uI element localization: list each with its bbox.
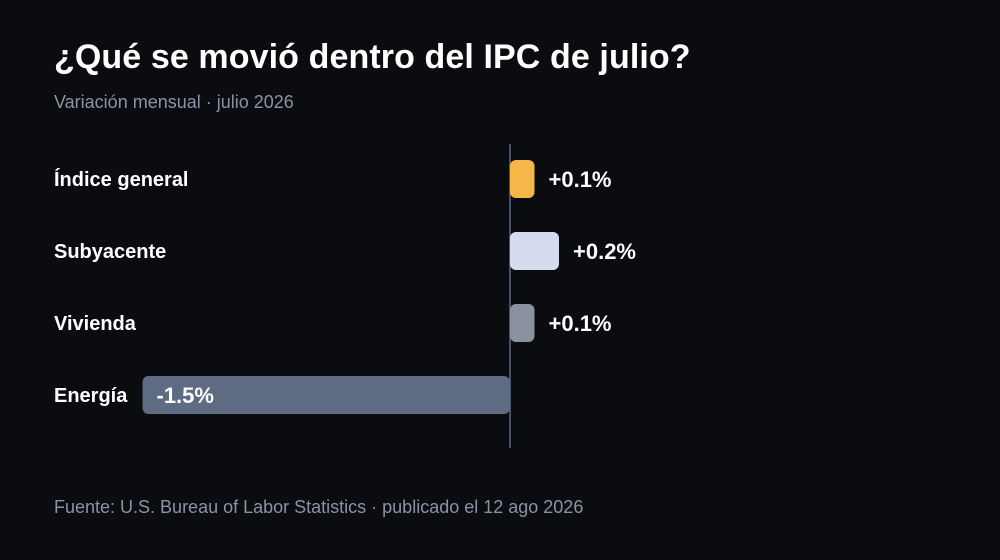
category-label: Índice general xyxy=(54,168,189,191)
chart-title: ¿Qué se movió dentro del IPC de julio? xyxy=(54,38,691,76)
bar-4 xyxy=(142,376,510,414)
bar-2 xyxy=(510,232,559,270)
chart-subtitle: Variación mensual · julio 2026 xyxy=(54,92,294,112)
category-label: Energía xyxy=(54,385,128,407)
source-note: Fuente: U.S. Bureau of Labor Statistics … xyxy=(54,497,584,517)
value-label: +0.1% xyxy=(549,311,612,336)
value-label: +0.1% xyxy=(549,167,612,192)
category-label: Vivienda xyxy=(54,313,137,335)
value-label: -1.5% xyxy=(157,383,214,408)
category-label: Subyacente xyxy=(54,241,166,263)
value-label: +0.2% xyxy=(573,239,636,264)
bar-1 xyxy=(510,160,535,198)
bar-3 xyxy=(510,304,535,342)
